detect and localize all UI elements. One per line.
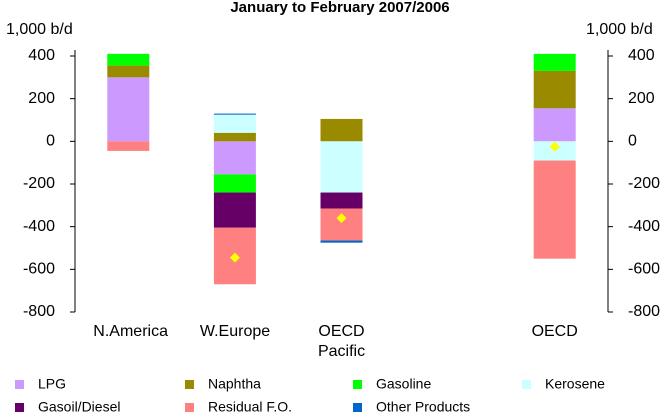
bar-segment <box>107 65 150 78</box>
y-tick-label: 0 <box>46 133 55 150</box>
y2-tick-label: 0 <box>628 133 637 150</box>
marker <box>336 213 347 224</box>
y2-tick-label: 200 <box>628 90 655 107</box>
y2-tick-label: -200 <box>628 175 660 192</box>
bar-segment <box>213 141 256 175</box>
bar-segment <box>213 192 256 228</box>
legend-label: Other Products <box>376 399 470 415</box>
legend-label: Gasoil/Diesel <box>38 399 120 415</box>
bar-segment <box>213 113 256 115</box>
y-tick-label: 400 <box>28 47 55 64</box>
legend-swatch <box>185 403 194 412</box>
legend-label: LPG <box>38 376 66 392</box>
legend-swatch <box>353 403 362 412</box>
y2-tick-label: 400 <box>628 47 655 64</box>
legend-label: Residual F.O. <box>208 399 292 415</box>
legend-label: Naphtha <box>208 376 261 392</box>
y-tick-label: -600 <box>23 261 55 278</box>
x-tick-label-box: OECD <box>531 323 578 340</box>
legend-swatch <box>185 380 194 389</box>
y2-tick-label: -800 <box>628 303 660 320</box>
legend-label: Gasoline <box>376 376 431 392</box>
legend-label: Kerosene <box>545 376 605 392</box>
y2-axis-label: 1,000 b/d <box>586 21 653 38</box>
legend-swatch <box>15 403 24 412</box>
bar-segment <box>107 77 150 142</box>
bar-segment <box>320 141 363 193</box>
y-tick-label: -400 <box>23 218 55 235</box>
x-tick-label-box: N.America <box>93 323 168 340</box>
x-tick-label: OECD Pacific <box>317 323 366 360</box>
y-tick-label: 200 <box>28 90 55 107</box>
x-tick-label: W.Europe <box>199 323 271 340</box>
x-tick-label: N.America <box>93 323 168 340</box>
marker <box>229 252 240 263</box>
bar-segment <box>533 53 576 71</box>
x-tick-label: OECD <box>531 323 578 340</box>
bar-segment <box>213 114 256 133</box>
legend-swatch <box>353 380 362 389</box>
y2-tick-label: -600 <box>628 261 660 278</box>
bar-segment <box>107 141 150 151</box>
bar-segment <box>213 174 256 193</box>
legend-swatch <box>15 380 24 389</box>
bar-segment <box>320 240 363 243</box>
legend-swatch <box>522 380 531 389</box>
bar-segment <box>320 192 363 209</box>
x-tick-label-box: OECD Pacific <box>317 323 366 360</box>
bar-segment <box>533 70 576 109</box>
bar-segment <box>213 132 256 142</box>
marker <box>549 141 560 152</box>
y-tick-label: -800 <box>23 303 55 320</box>
bar-segment <box>533 108 576 142</box>
bar-segment <box>320 118 363 142</box>
y2-tick-label: -400 <box>628 218 660 235</box>
x-tick-label-box: W.Europe <box>199 323 271 340</box>
bar-segment <box>107 53 150 66</box>
y-tick-label: -200 <box>23 175 55 192</box>
chart-title: January to February 2007/2006 <box>230 0 449 16</box>
bar-segment <box>533 160 576 259</box>
y-axis-label: 1,000 b/d <box>6 21 73 38</box>
